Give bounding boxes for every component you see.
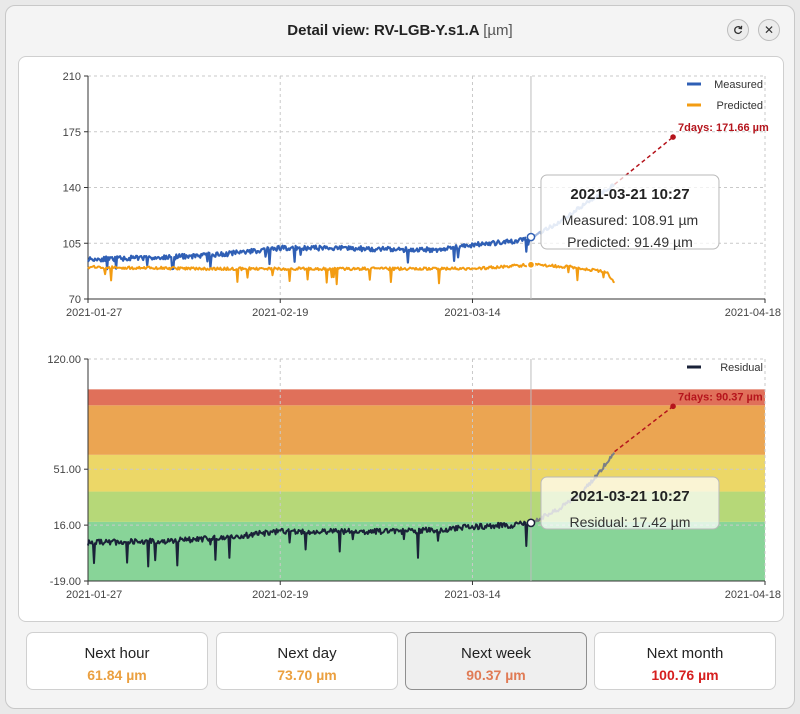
tooltip-line-1: Predicted: 91.49 µm [567, 234, 693, 250]
cursor-marker-0 [526, 232, 536, 242]
risk-band-4 [88, 389, 765, 406]
tooltip-date: 2021-03-21 10:27 [570, 488, 689, 505]
dialog-title-unit: [µm] [483, 22, 513, 39]
y-tick-label-4: 210 [63, 71, 81, 83]
x-tick-label-3: 2021-04-18 [725, 589, 781, 601]
close-icon: ✕ [763, 23, 775, 37]
x-tick-label-2: 2021-03-14 [444, 589, 500, 601]
forecast-label: 7days: 171.66 µm [678, 122, 769, 134]
forecast-line [614, 136, 674, 185]
dialog-title-text: Detail view: RV-LGB-Y.s1.A [287, 22, 480, 39]
detail-dialog: Detail view: RV-LGB-Y.s1.A [µm] ✕ 2021-0… [5, 5, 795, 709]
y-tick-label-1: 105 [63, 238, 81, 250]
forecast-label: 7days: 90.37 µm [678, 391, 763, 403]
next-month-button[interactable]: Next month 100.76 µm [594, 632, 776, 690]
refresh-button[interactable] [727, 19, 749, 41]
y-tick-label-0: -19.00 [50, 576, 81, 588]
y-tick-label-0: 70 [69, 294, 81, 306]
next-day-label: Next day [277, 645, 337, 662]
close-button[interactable]: ✕ [758, 19, 780, 41]
x-tick-label-1: 2021-02-19 [252, 307, 308, 319]
dialog-title: Detail view: RV-LGB-Y.s1.A [µm] [6, 22, 794, 39]
forecast-point [670, 403, 676, 410]
y-tick-label-3: 120.00 [47, 354, 81, 366]
tooltip-date: 2021-03-21 10:27 [570, 186, 689, 203]
x-tick-label-1: 2021-02-19 [252, 589, 308, 601]
measured-predicted-chart: 2021-01-27 2021-02-19 2021-03-14 2021-04-18… [63, 71, 781, 319]
next-week-label: Next week [460, 645, 532, 662]
cursor-marker-2 [526, 260, 536, 270]
prediction-buttons: Next hour 61.84 µm Next day 73.70 µm Nex… [26, 632, 786, 696]
refresh-icon [734, 25, 743, 35]
next-week-button[interactable]: Next week 90.37 µm [405, 632, 587, 690]
series-line-0 [87, 519, 532, 568]
tooltip-box [540, 476, 720, 530]
next-day-button[interactable]: Next day 73.70 µm [216, 632, 398, 690]
y-tick-label-2: 140 [63, 183, 81, 195]
legend-label-0: Measured [714, 79, 763, 91]
series-line-0 [87, 236, 531, 271]
tooltip-line-0: Measured: 108.91 µm [562, 212, 698, 228]
legend-label-0: Residual [720, 362, 763, 374]
cursor-marker-0 [526, 518, 536, 528]
series-line-2 [87, 262, 615, 286]
x-tick-label-0: 2021-01-27 [66, 307, 122, 319]
risk-band-3 [88, 405, 765, 455]
chart-panel: 2021-01-27 2021-02-19 2021-03-14 2021-04-18… [18, 56, 784, 622]
next-hour-button[interactable]: Next hour 61.84 µm [26, 632, 208, 690]
next-week-value: 90.37 µm [466, 667, 526, 683]
x-tick-label-0: 2021-01-27 [66, 589, 122, 601]
forecast-line [614, 405, 674, 453]
forecast-point [670, 134, 676, 140]
next-month-label: Next month [646, 645, 724, 662]
next-hour-label: Next hour [84, 645, 150, 662]
y-tick-label-2: 51.00 [53, 464, 81, 476]
next-month-value: 100.76 µm [651, 667, 719, 683]
charts-svg: 2021-01-27 2021-02-19 2021-03-14 2021-04-18… [47, 71, 781, 601]
x-tick-label-3: 2021-04-18 [725, 307, 781, 319]
y-tick-label-3: 175 [63, 127, 81, 139]
tooltip-line-0: Residual: 17.42 µm [570, 514, 691, 530]
tooltip-box [540, 174, 720, 250]
next-hour-value: 61.84 µm [87, 667, 147, 683]
legend-label-1: Predicted [717, 100, 763, 112]
x-tick-label-2: 2021-03-14 [444, 307, 500, 319]
residual-chart: 2021-01-27 2021-02-19 2021-03-14 2021-04-18… [47, 354, 781, 601]
y-tick-label-1: 16.00 [53, 520, 81, 532]
next-day-value: 73.70 µm [277, 667, 337, 683]
